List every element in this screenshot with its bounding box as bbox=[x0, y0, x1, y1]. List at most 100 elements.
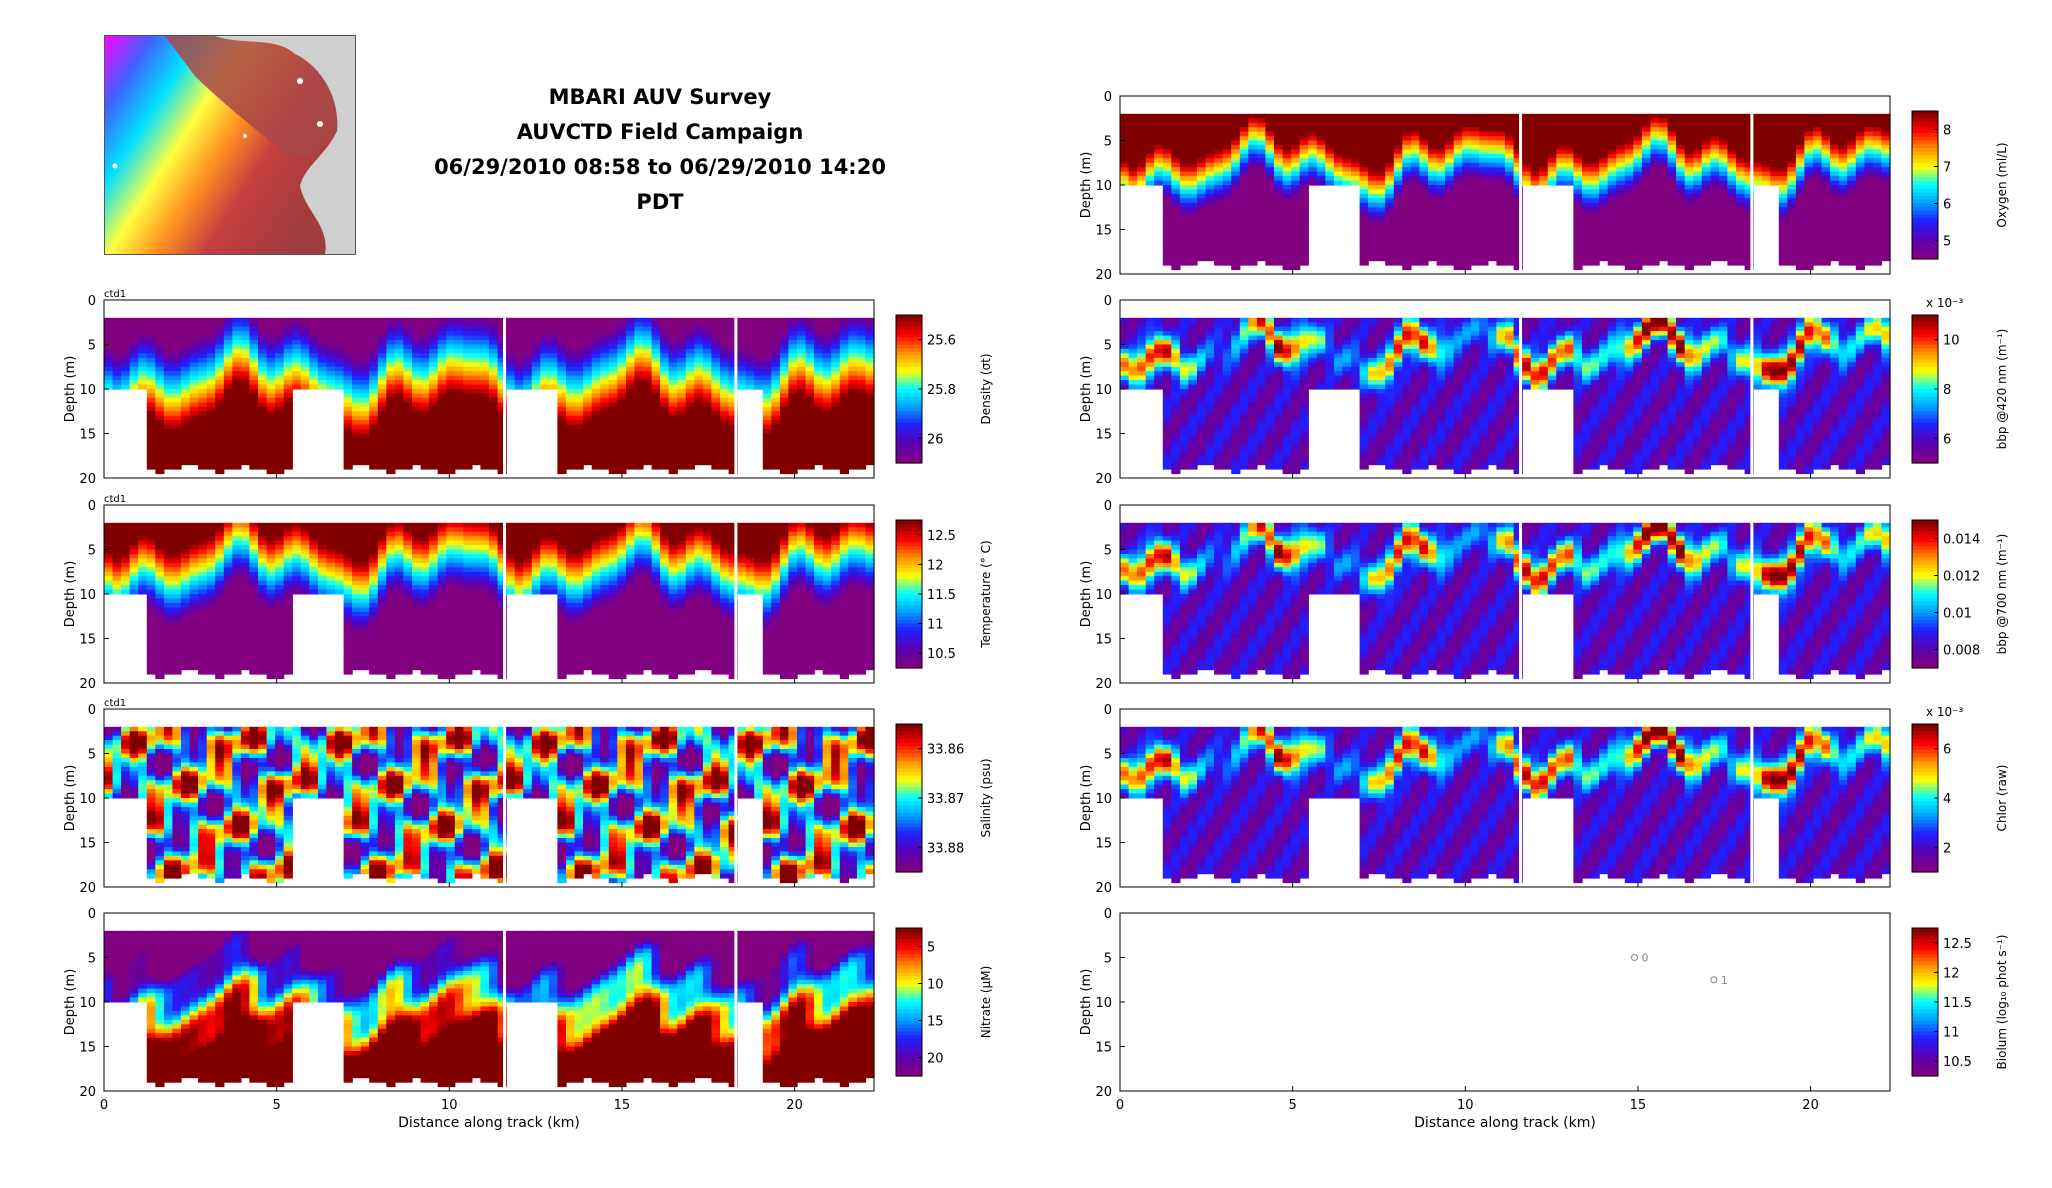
heatmap-cell bbox=[669, 670, 678, 675]
heatmap-cell bbox=[104, 371, 113, 376]
y-tick-label: 10 bbox=[79, 383, 96, 398]
heatmap-cell bbox=[369, 416, 378, 421]
heatmap-cell bbox=[814, 393, 823, 398]
heatmap-cell bbox=[113, 336, 122, 341]
heatmap-cell bbox=[181, 420, 190, 425]
heatmap-cell bbox=[686, 670, 695, 675]
heatmap-cell bbox=[686, 340, 695, 345]
heatmap-cell bbox=[361, 460, 370, 465]
heatmap-cell bbox=[378, 465, 387, 470]
heatmap-cell bbox=[814, 345, 823, 350]
heatmap-cell bbox=[455, 643, 464, 648]
heatmap-cell bbox=[703, 407, 712, 412]
heatmap-cell bbox=[138, 572, 147, 577]
heatmap-cell bbox=[600, 554, 609, 559]
heatmap-cell bbox=[429, 376, 438, 381]
heatmap-cell bbox=[155, 371, 164, 376]
heatmap-cell bbox=[523, 585, 532, 590]
heatmap-cell bbox=[660, 545, 669, 550]
heatmap-cell bbox=[840, 340, 849, 345]
heatmap-cell bbox=[446, 451, 455, 456]
heatmap-cell bbox=[412, 563, 421, 568]
heatmap-cell bbox=[113, 380, 122, 385]
heatmap-cell bbox=[583, 411, 592, 416]
heatmap-cell bbox=[361, 398, 370, 403]
heatmap-cell bbox=[694, 322, 703, 327]
heatmap-cell bbox=[344, 318, 353, 323]
heatmap-cell bbox=[412, 362, 421, 367]
heatmap-cell bbox=[694, 340, 703, 345]
heatmap-cell bbox=[446, 318, 455, 323]
heatmap-cell bbox=[403, 327, 412, 332]
heatmap-cell bbox=[352, 576, 361, 581]
heatmap-cell bbox=[532, 563, 541, 568]
heatmap-cell bbox=[643, 647, 652, 652]
heatmap-cell bbox=[155, 469, 164, 474]
heatmap-cell bbox=[386, 331, 395, 336]
heatmap-cell bbox=[224, 572, 233, 577]
heatmap-cell bbox=[429, 590, 438, 595]
heatmap-cell bbox=[284, 639, 293, 644]
heatmap-cell bbox=[361, 639, 370, 644]
heatmap-cell bbox=[489, 367, 498, 372]
heatmap-cell bbox=[190, 590, 199, 595]
heatmap-cell bbox=[412, 572, 421, 577]
heatmap-cell bbox=[583, 625, 592, 630]
heatmap-cell bbox=[583, 327, 592, 332]
heatmap-cell bbox=[609, 625, 618, 630]
heatmap-cell bbox=[711, 647, 720, 652]
heatmap-cell bbox=[421, 380, 430, 385]
heatmap-cell bbox=[403, 447, 412, 452]
heatmap-cell bbox=[540, 362, 549, 367]
heatmap-cell bbox=[489, 331, 498, 336]
heatmap-cell bbox=[823, 420, 832, 425]
heatmap-cell bbox=[788, 362, 797, 367]
heatmap-cell bbox=[652, 376, 661, 381]
heatmap-cell bbox=[267, 367, 276, 372]
heatmap-cell bbox=[575, 438, 584, 443]
heatmap-cell bbox=[181, 567, 190, 572]
heatmap-cell bbox=[848, 442, 857, 447]
heatmap-cell bbox=[113, 536, 122, 541]
heatmap-cell bbox=[403, 389, 412, 394]
heatmap-cell bbox=[575, 661, 584, 666]
heatmap-cell bbox=[823, 376, 832, 381]
heatmap-cell bbox=[344, 385, 353, 390]
heatmap-cell bbox=[480, 643, 489, 648]
heatmap-cell bbox=[549, 349, 558, 354]
heatmap-cell bbox=[480, 318, 489, 323]
heatmap-cell bbox=[626, 349, 635, 354]
heatmap-cell bbox=[369, 336, 378, 341]
heatmap-cell bbox=[652, 402, 661, 407]
heatmap-cell bbox=[429, 402, 438, 407]
heatmap-cell bbox=[592, 465, 601, 470]
heatmap-cell bbox=[472, 322, 481, 327]
heatmap-cell bbox=[463, 447, 472, 452]
heatmap-cell bbox=[677, 554, 686, 559]
heatmap-cell bbox=[369, 345, 378, 350]
heatmap-cell bbox=[865, 371, 874, 376]
heatmap-cell bbox=[592, 380, 601, 385]
heatmap-cell bbox=[617, 451, 626, 456]
heatmap-cell bbox=[258, 581, 267, 586]
heatmap-cell bbox=[438, 585, 447, 590]
heatmap-cell bbox=[617, 594, 626, 599]
heatmap-cell bbox=[763, 380, 772, 385]
heatmap-cell bbox=[694, 607, 703, 612]
heatmap-cell bbox=[609, 527, 618, 532]
heatmap-cell bbox=[686, 398, 695, 403]
heatmap-cell bbox=[275, 607, 284, 612]
heatmap-cell bbox=[190, 576, 199, 581]
heatmap-cell bbox=[865, 385, 874, 390]
heatmap-cell bbox=[575, 581, 584, 586]
heatmap-cell bbox=[797, 398, 806, 403]
heatmap-cell bbox=[386, 336, 395, 341]
heatmap-cell bbox=[344, 465, 353, 470]
heatmap-cell bbox=[172, 590, 181, 595]
heatmap-cell bbox=[771, 380, 780, 385]
heatmap-cell bbox=[207, 670, 216, 675]
heatmap-cell bbox=[284, 634, 293, 639]
heatmap-cell bbox=[780, 398, 789, 403]
heatmap-cell bbox=[429, 411, 438, 416]
heatmap-cell bbox=[198, 550, 207, 555]
